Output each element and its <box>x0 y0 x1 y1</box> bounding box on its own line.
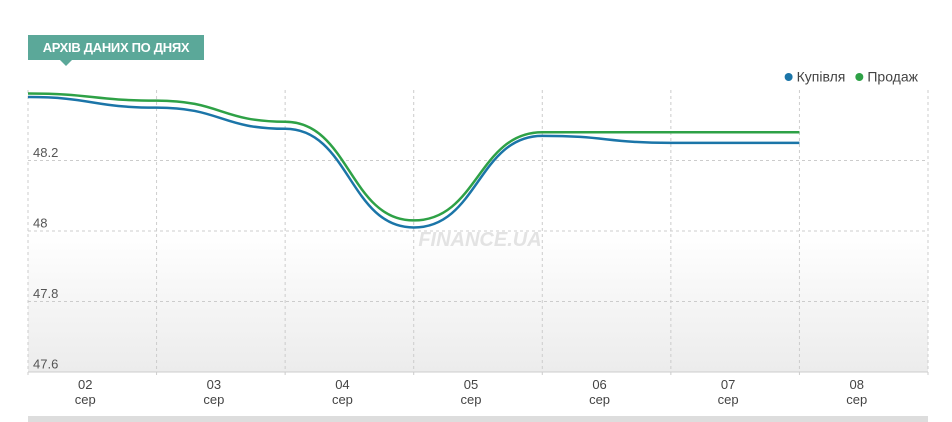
x-tick-label: 04 сер <box>331 377 353 407</box>
legend-label: Купівля <box>797 69 846 85</box>
y-tick-label: 48.2 <box>33 145 58 160</box>
legend-label: Продаж <box>867 69 918 85</box>
x-tick-label: 05 сер <box>460 377 482 407</box>
x-tick-label: 02 сер <box>74 377 96 407</box>
y-tick-label: 47.6 <box>33 356 58 371</box>
legend-marker <box>855 73 864 81</box>
section-header: АРХІВ ДАНИХ ПО ДНЯХ <box>28 35 204 66</box>
watermark: FINANCE.UA <box>418 229 541 251</box>
x-tick-label: 07 сер <box>717 377 739 407</box>
x-tick-label: 06 сер <box>589 377 611 407</box>
y-tick-label: 47.8 <box>33 286 58 301</box>
x-tick-label: 03 сер <box>203 377 225 407</box>
bottom-strip <box>28 416 928 422</box>
legend-marker <box>784 73 793 81</box>
series-line <box>27 95 800 229</box>
series-line <box>27 92 800 222</box>
y-tick-label: 48 <box>33 215 47 230</box>
x-tick-label: 08 сер <box>846 377 868 407</box>
